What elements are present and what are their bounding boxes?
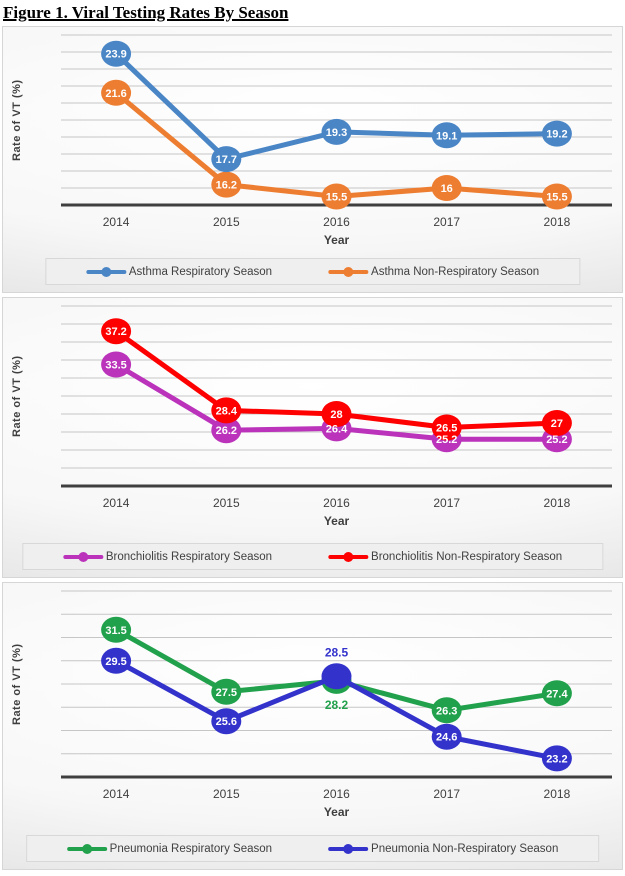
svg-text:19.1: 19.1 <box>436 130 457 142</box>
svg-text:2016: 2016 <box>323 496 350 510</box>
legend-item-respiratory: Asthma Respiratory Season <box>85 265 273 278</box>
svg-text:15.5: 15.5 <box>326 192 347 204</box>
svg-text:2016: 2016 <box>323 215 350 229</box>
chart-panel-asthma: Rate of VT (%) 2014 2015 2016 2017 2018 21.6 1… <box>2 26 623 293</box>
svg-text:2014: 2014 <box>103 496 130 510</box>
line-marker-icon <box>85 266 126 277</box>
svg-text:27.4: 27.4 <box>546 688 568 700</box>
svg-text:26.2: 26.2 <box>216 425 237 437</box>
legend-item-non-respiratory: Bronchiolitis Non-Respiratory Season <box>328 551 562 563</box>
figure-title: Figure 1. Viral Testing Rates By Season <box>3 3 289 22</box>
svg-text:26.3: 26.3 <box>436 705 457 717</box>
svg-text:2017: 2017 <box>433 215 460 229</box>
svg-text:19.2: 19.2 <box>546 129 567 141</box>
svg-text:2016: 2016 <box>323 787 350 801</box>
legend-asthma: Asthma Respiratory Season Asthma Non-Res… <box>44 258 581 285</box>
svg-text:26.5: 26.5 <box>436 423 457 435</box>
svg-text:2018: 2018 <box>544 215 571 229</box>
svg-text:26.4: 26.4 <box>326 423 348 435</box>
svg-text:2015: 2015 <box>213 496 240 510</box>
svg-text:23.2: 23.2 <box>546 753 567 765</box>
svg-text:28.4: 28.4 <box>216 405 238 417</box>
legend-label: Asthma Non-Respiratory Season <box>371 265 540 278</box>
x-axis-title: Year <box>323 514 350 528</box>
y-axis-title: Rate of VT (%) <box>11 643 23 725</box>
x-axis-title: Year <box>323 233 350 247</box>
svg-text:29.5: 29.5 <box>105 656 126 668</box>
legend-pneumonia: Pneumonia Respiratory Season Pneumonia N… <box>25 835 600 862</box>
legend-item-respiratory: Bronchiolitis Respiratory Season <box>62 550 273 563</box>
legend-label: Bronchiolitis Non-Respiratory Season <box>371 550 563 563</box>
svg-text:2018: 2018 <box>544 496 571 510</box>
svg-text:28.5: 28.5 <box>325 645 349 659</box>
plot-area-bronchiolitis: 2014 2015 2016 2017 2018 33.5 26.2 26.4 25.2 25.2… <box>61 305 612 510</box>
svg-text:25.2: 25.2 <box>436 434 457 446</box>
svg-text:2017: 2017 <box>433 787 460 801</box>
svg-text:2014: 2014 <box>103 787 130 801</box>
line-marker-icon <box>328 843 369 854</box>
line-marker-icon <box>66 843 107 854</box>
svg-text:21.6: 21.6 <box>105 88 126 100</box>
legend-item-non-respiratory: Pneumonia Non-Respiratory Season <box>328 843 558 855</box>
svg-text:2015: 2015 <box>213 787 240 801</box>
svg-text:23.9: 23.9 <box>105 49 126 61</box>
svg-text:2018: 2018 <box>544 787 571 801</box>
chart-panel-pneumonia: Rate of VT (%) 2014 2015 2016 2017 2018 31.5 2… <box>2 582 623 870</box>
svg-text:24.6: 24.6 <box>436 732 457 744</box>
svg-text:31.5: 31.5 <box>105 625 126 637</box>
svg-text:27: 27 <box>551 418 563 430</box>
x-axis-title: Year <box>323 805 350 819</box>
legend-item-respiratory: Pneumonia Respiratory Season <box>66 842 273 855</box>
legend-item-non-respiratory: Asthma Non-Respiratory Season <box>328 266 539 278</box>
svg-text:16.2: 16.2 <box>216 180 237 192</box>
legend-label: Pneumonia Non-Respiratory Season <box>371 842 559 855</box>
plot-area-asthma: 2014 2015 2016 2017 2018 21.6 16.2 15.5 16 15.5 23… <box>61 34 612 229</box>
line-marker-icon <box>328 266 369 277</box>
svg-text:16: 16 <box>441 183 453 195</box>
svg-text:17.7: 17.7 <box>216 154 237 166</box>
chart-panel-bronchiolitis: Rate of VT (%) 2014 2015 2016 2017 2018 33.5 2… <box>2 297 623 578</box>
y-axis-title: Rate of VT (%) <box>11 79 23 161</box>
svg-text:28: 28 <box>330 409 342 421</box>
legend-label: Asthma Respiratory Season <box>128 265 273 278</box>
svg-text:2017: 2017 <box>433 496 460 510</box>
svg-text:15.5: 15.5 <box>546 192 567 204</box>
svg-text:33.5: 33.5 <box>105 360 126 372</box>
legend-label: Pneumonia Respiratory Season <box>109 842 273 855</box>
line-marker-icon <box>328 551 369 562</box>
svg-text:25.6: 25.6 <box>216 716 237 728</box>
y-axis-title: Rate of VT (%) <box>11 355 23 437</box>
svg-text:37.2: 37.2 <box>105 326 126 338</box>
svg-text:25.2: 25.2 <box>546 434 567 446</box>
svg-text:2015: 2015 <box>213 215 240 229</box>
plot-area-pneumonia: 2014 2015 2016 2017 2018 31.5 27.5 28.2 26.3 27.4… <box>61 590 612 801</box>
svg-text:19.3: 19.3 <box>326 127 347 139</box>
svg-text:2014: 2014 <box>103 215 130 229</box>
svg-text:27.5: 27.5 <box>216 687 237 699</box>
legend-label: Bronchiolitis Respiratory Season <box>105 550 273 563</box>
legend-bronchiolitis: Bronchiolitis Respiratory Season Bronchi… <box>21 543 604 570</box>
svg-text:28.2: 28.2 <box>325 698 349 712</box>
line-marker-icon <box>62 551 103 562</box>
